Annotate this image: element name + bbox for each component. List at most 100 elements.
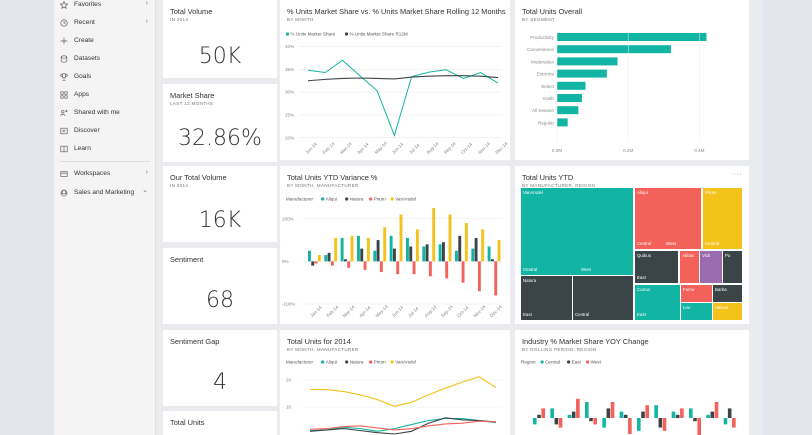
column: [554, 418, 559, 425]
column: [357, 235, 360, 262]
legend-item: West: [591, 360, 602, 365]
nav-datasets[interactable]: Datasets: [54, 50, 156, 67]
nav-sales-and-marketing[interactable]: Sales and Marketing ⌄: [54, 184, 156, 201]
treemap-cell[interactable]: Abbas: [680, 251, 699, 283]
treemap-cell[interactable]: Po: [723, 251, 742, 283]
tile-ytd-variance[interactable]: Total Units YTD Variance % BY MONTH, MAN…: [280, 166, 510, 324]
nav-recent-label: Recent: [74, 19, 95, 26]
tile-units-by-segment[interactable]: Total Units Overall BY SEGMENT Productiv…: [515, 0, 749, 160]
nav-discover[interactable]: Discover: [54, 122, 156, 139]
desktop-background-left: [0, 0, 54, 435]
column: [379, 261, 383, 273]
series-line: [309, 420, 497, 431]
x-tick-label: Oct-14: [460, 141, 474, 155]
treemap-cell[interactable]: West: [664, 188, 701, 249]
nav-discover-label: Discover: [74, 127, 100, 134]
nav-goals[interactable]: Goals: [54, 68, 156, 85]
treemap-cell[interactable]: Quibus East: [635, 251, 678, 283]
workspaces-icon: [54, 170, 74, 178]
tile-market-share-line[interactable]: % Units Market Share vs. % Units Market …: [280, 0, 510, 160]
more-options-icon[interactable]: ···: [733, 171, 743, 178]
y-tick-label: 20%: [285, 135, 294, 140]
column: [441, 242, 445, 262]
treemap-cell[interactable]: Central: [703, 220, 742, 249]
x-tick-label: Apr-14: [356, 141, 370, 155]
x-tick-label: Feb-14: [322, 141, 336, 155]
column: [373, 250, 377, 262]
nav-recent[interactable]: Recent ›: [54, 14, 156, 31]
x-tick-label: Dec-14: [494, 141, 508, 155]
legend-title: Manufacturer: [286, 360, 314, 365]
category-label: Moderation: [531, 59, 554, 64]
treemap-cell[interactable]: Barba: [713, 285, 742, 302]
treemap-cell[interactable]: Natura East: [521, 276, 572, 320]
tile-treemap[interactable]: Total Units YTD BY MANUFACTURER, REGION …: [515, 166, 749, 324]
column: [541, 408, 545, 418]
legend-item: Central: [545, 360, 560, 365]
treemap-cell[interactable]: Victi: [700, 251, 722, 283]
treemap-cell[interactable]: Central: [573, 276, 633, 320]
tile-total-units[interactable]: Total Units: [163, 411, 277, 435]
tile-units-2014[interactable]: Total Units for 2014 BY MONTH, MANUFACTU…: [280, 330, 510, 435]
column: [533, 418, 537, 425]
apps-icon: [54, 90, 74, 99]
bar: [557, 118, 568, 127]
tile-subtitle: BY MONTH: [287, 17, 314, 22]
x-tick-label: Jul-14: [407, 306, 420, 319]
treemap-cell[interactable]: Fama: [681, 285, 712, 302]
column: [671, 411, 676, 418]
column: [675, 414, 680, 418]
column: [689, 408, 693, 418]
nav-learn[interactable]: Learn: [54, 140, 156, 157]
column: [399, 214, 403, 262]
series-line: [309, 417, 497, 435]
column: [490, 259, 494, 262]
tile-sentiment[interactable]: Sentiment 68: [163, 248, 277, 324]
column: [727, 408, 732, 418]
column: [714, 402, 719, 418]
column: [494, 261, 498, 296]
x-tick-label: May-14: [374, 140, 389, 155]
tile-sentiment-gap[interactable]: Sentiment Gap 4: [163, 330, 277, 406]
treemap-cell[interactable]: Salvus: [713, 303, 742, 320]
legend-item: VanArsdel: [395, 197, 416, 202]
y-tick-label: 30%: [285, 90, 294, 95]
legend-swatch: [567, 360, 571, 364]
column: [593, 418, 597, 425]
x-tick-label: Dec-14: [489, 304, 503, 318]
nav-apps[interactable]: Apps: [54, 86, 156, 103]
legend-swatch: [285, 32, 290, 36]
tile-yoy-change[interactable]: Industry % Market Share YOY Change BY RO…: [515, 330, 749, 435]
nav-shared-with-me[interactable]: Shared with me: [54, 104, 156, 121]
nav-create[interactable]: Create: [54, 32, 156, 49]
treemap-cell[interactable]: Currus East: [635, 285, 680, 320]
treemap-cell[interactable]: Central: [521, 251, 578, 275]
column: [710, 411, 715, 418]
bar: [557, 57, 618, 66]
tile-market-share[interactable]: Market Share LAST 12 MONTHS 32.86%: [163, 84, 277, 162]
x-tick-label: Oct-14: [456, 305, 470, 319]
nav-workspaces[interactable]: Workspaces ›: [54, 165, 156, 182]
column: [412, 261, 416, 275]
treemap-label: Victi: [702, 253, 711, 258]
segment-bar-chart: Productivity Convenience Moderation Extreme…: [527, 31, 707, 153]
chevron-right-icon: ›: [145, 18, 148, 25]
tile-total-volume[interactable]: Total Volume IN 2014 50K: [163, 0, 277, 78]
tile-our-total-volume[interactable]: Our Total Volume IN 2014 16K: [163, 166, 277, 242]
column: [389, 235, 393, 262]
column: [628, 418, 632, 434]
legend-swatch: [345, 360, 349, 364]
nav-favorites[interactable]: Favorites ›: [54, 0, 156, 13]
treemap-region-label: East: [637, 312, 646, 317]
treemap-region-label: East: [523, 312, 532, 317]
treemap-cell[interactable]: Leo: [681, 303, 712, 320]
treemap-cell[interactable]: West: [579, 251, 633, 275]
trophy-icon: [54, 72, 74, 81]
treemap-region-label: West: [666, 241, 676, 246]
kpi-value: 50K: [198, 44, 242, 69]
column: [610, 402, 615, 418]
kpi-value: 32.86%: [178, 126, 262, 151]
tile-title: Total Units YTD: [522, 173, 574, 182]
column: [330, 261, 334, 266]
units-2014-line-chart: Manufacturer Aliqui Natura Pirum VanArsdel 20…: [286, 360, 502, 435]
